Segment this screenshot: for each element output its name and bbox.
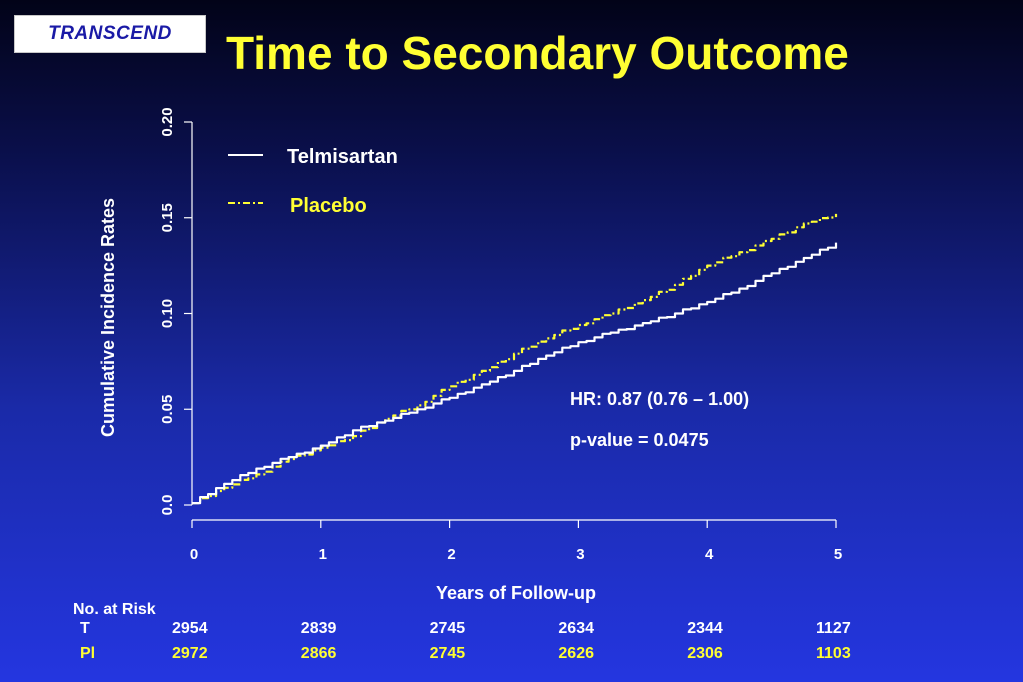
transcend-logo: TRANSCEND — [14, 15, 206, 53]
risk-row-telmisartan: T 2954 2839 2745 2634 2344 1127 — [0, 620, 1023, 640]
chart-annotations: HR: 0.87 (0.76 – 1.00) p-value = 0.0475 — [570, 389, 749, 450]
x-tick-label: 3 — [576, 546, 584, 563]
y-tick-label: 0.10 — [159, 299, 176, 328]
legend-telmisartan-label: Telmisartan — [287, 146, 398, 168]
slide-title: Time to Secondary Outcome — [226, 27, 849, 79]
risk-count-cell: 2972 — [172, 645, 208, 662]
y-tick-label: 0.20 — [159, 107, 176, 136]
chart-legend: Telmisartan Placebo — [228, 146, 398, 217]
risk-count-cell: 1127 — [816, 620, 851, 637]
y-axis-label: Cumulative Incidence Rates — [98, 198, 118, 437]
x-tick-label: 5 — [834, 546, 842, 563]
y-tick-label: 0.05 — [159, 395, 176, 424]
hazard-ratio-annotation: HR: 0.87 (0.76 – 1.00) — [570, 389, 749, 409]
risk-count-cell: 2745 — [429, 620, 466, 637]
p-value-annotation: p-value = 0.0475 — [570, 430, 709, 450]
risk-count-cell: 2634 — [558, 620, 594, 637]
risk-row-label: Pl — [80, 645, 96, 662]
x-axis-label: Years of Follow-up — [436, 583, 596, 603]
risk-count-cell: 2745 — [429, 645, 466, 662]
x-tick-label: 1 — [319, 546, 327, 563]
risk-count-cell: 2839 — [300, 620, 337, 637]
risk-count-cell: 2344 — [687, 620, 723, 637]
risk-row-placebo: Pl 2972 2866 2745 2626 2306 1103 — [0, 645, 1023, 665]
x-tick-label: 0 — [190, 546, 198, 563]
legend-placebo-label: Placebo — [290, 195, 367, 217]
risk-count-cell: 2866 — [300, 645, 337, 662]
y-tick-label: 0.0 — [159, 495, 176, 516]
risk-row-label: T — [80, 620, 90, 637]
risk-count-cell: 2306 — [687, 645, 723, 662]
x-tick-label: 4 — [705, 546, 714, 563]
x-tick-label: 2 — [447, 546, 455, 563]
telmisartan-line — [192, 242, 838, 505]
risk-count-cell: 2626 — [558, 645, 594, 662]
risk-table-header: No. at Risk — [73, 601, 156, 618]
placebo-line — [192, 213, 838, 505]
y-tick-label: 0.15 — [159, 203, 176, 232]
logo-text: TRANSCEND — [48, 23, 172, 44]
chart-axes: 0.0 0.05 0.10 0.15 0.20 Cumulative Incidence … — [98, 107, 842, 603]
risk-count-cell: 2954 — [172, 620, 208, 637]
risk-count-cell: 1103 — [816, 645, 851, 662]
chart-series — [192, 213, 838, 505]
